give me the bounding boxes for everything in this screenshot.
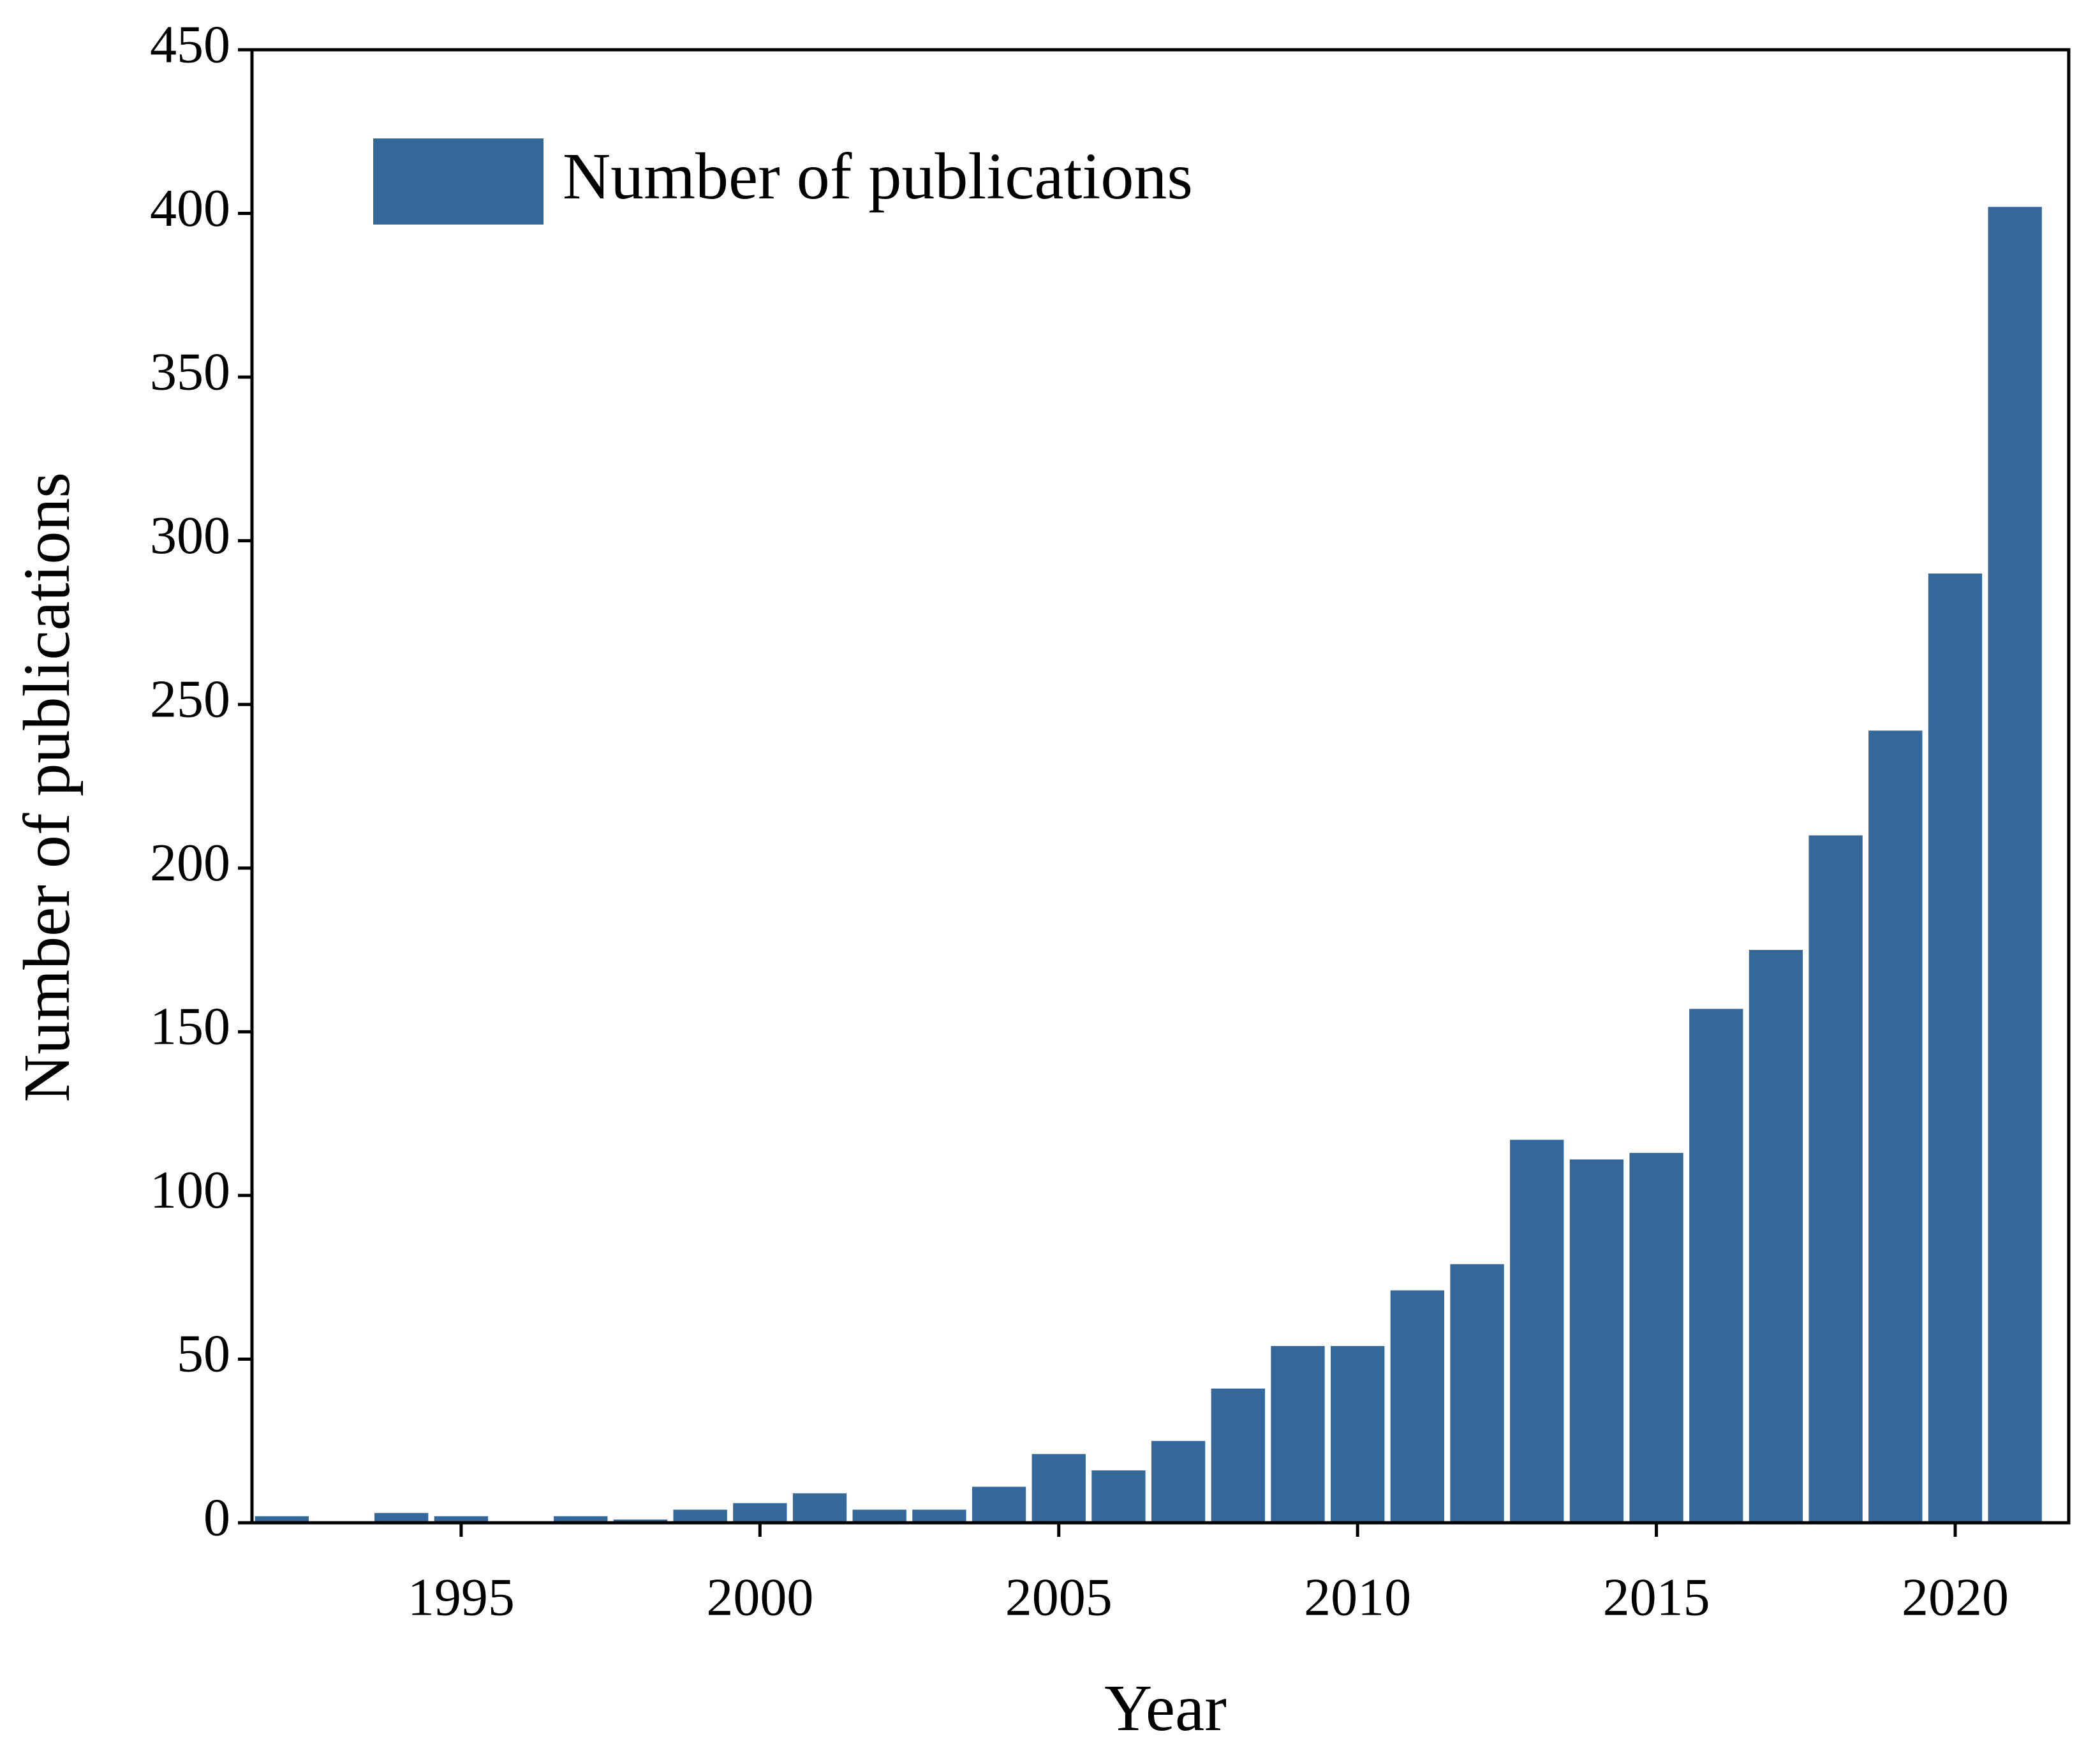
y-tick-label: 50 xyxy=(177,1324,230,1384)
bar xyxy=(1808,835,1863,1523)
y-tick-label: 250 xyxy=(150,670,230,729)
bar xyxy=(972,1486,1026,1523)
y-tick-label: 400 xyxy=(150,179,230,238)
bar xyxy=(1032,1454,1086,1523)
bar xyxy=(1450,1264,1504,1523)
y-tick-label: 0 xyxy=(203,1488,230,1547)
bar xyxy=(255,1516,309,1523)
legend-swatch xyxy=(373,138,543,225)
bar xyxy=(1689,1009,1743,1523)
bar xyxy=(1151,1440,1206,1523)
bar xyxy=(1988,207,2042,1523)
x-tick-label: 2010 xyxy=(1304,1567,1411,1627)
bar xyxy=(1629,1153,1683,1523)
x-tick-label: 2020 xyxy=(1902,1567,2009,1627)
y-axis-title: Number of publications xyxy=(10,472,84,1102)
plot-frame xyxy=(250,48,2071,1525)
bar xyxy=(1331,1345,1385,1523)
bar xyxy=(1091,1470,1146,1523)
bar xyxy=(1211,1388,1265,1523)
x-tick-label: 2005 xyxy=(1005,1567,1113,1627)
bar xyxy=(1928,573,1983,1523)
y-tick-label: 450 xyxy=(150,15,230,74)
x-axis-title: Year xyxy=(1104,1671,1227,1745)
y-tick-label: 350 xyxy=(150,342,230,401)
bar xyxy=(792,1493,847,1523)
bar xyxy=(733,1503,787,1523)
y-tick-label: 150 xyxy=(150,997,230,1056)
bar xyxy=(1749,950,1803,1523)
bar xyxy=(1868,730,1923,1523)
bar xyxy=(434,1516,489,1523)
y-tick-label: 300 xyxy=(150,506,230,565)
bar xyxy=(1510,1139,1564,1523)
y-tick-label: 100 xyxy=(150,1160,230,1220)
bar xyxy=(554,1516,608,1523)
bar xyxy=(374,1513,429,1523)
bar xyxy=(1569,1159,1624,1523)
legend-label: Number of publications xyxy=(563,140,1193,213)
y-tick-label: 200 xyxy=(150,833,230,892)
bar xyxy=(673,1509,727,1523)
bar xyxy=(912,1509,966,1523)
bar xyxy=(852,1509,906,1523)
x-tick-label: 1995 xyxy=(408,1567,515,1627)
x-tick-label: 2015 xyxy=(1603,1567,1710,1627)
bar xyxy=(613,1519,668,1523)
x-tick-label: 2000 xyxy=(706,1567,813,1627)
bar xyxy=(1271,1345,1325,1523)
bar xyxy=(1390,1290,1444,1523)
